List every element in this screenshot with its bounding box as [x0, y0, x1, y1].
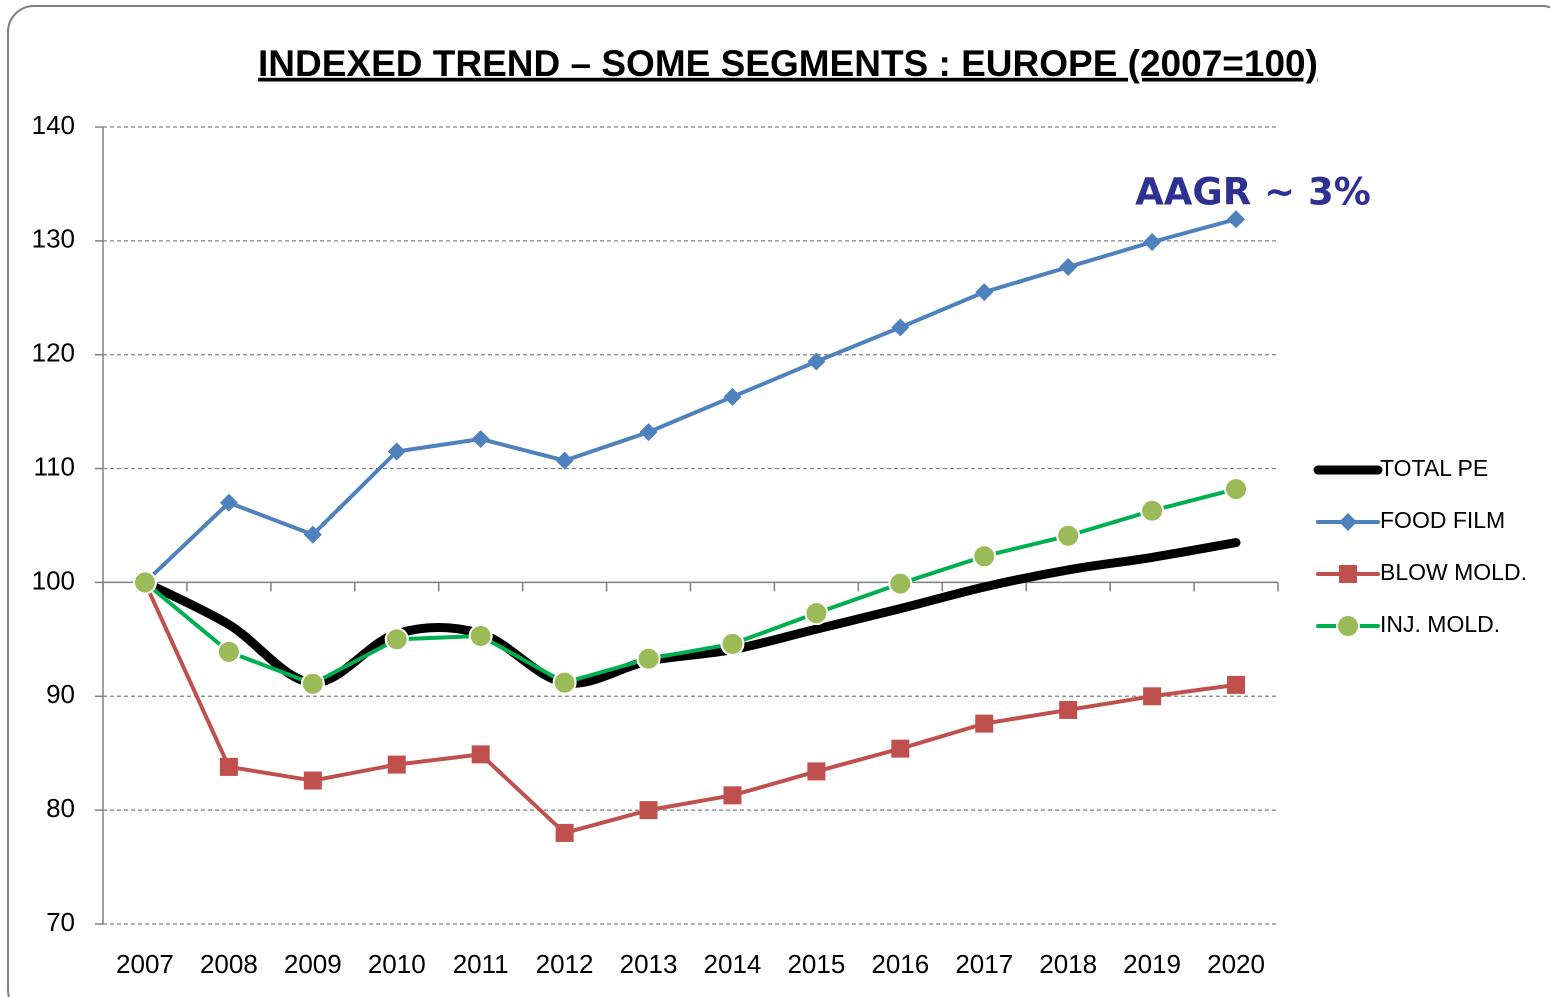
legend-label: TOTAL PE — [1380, 455, 1488, 481]
data-point — [384, 627, 409, 652]
x-tick-label: 2014 — [704, 949, 762, 979]
x-tick-label: 2013 — [620, 949, 678, 979]
x-tick-label: 2019 — [1123, 949, 1181, 979]
data-point — [888, 571, 913, 596]
legend-label: BLOW MOLD. — [1380, 559, 1527, 585]
y-tick-label: 120 — [32, 338, 75, 368]
legend-marker — [1336, 614, 1360, 638]
data-point — [219, 493, 238, 512]
data-point — [723, 387, 742, 406]
legend-label: INJ. MOLD. — [1380, 611, 1500, 637]
x-tick-label: 2011 — [453, 949, 509, 979]
data-point — [303, 525, 322, 544]
y-tick-label: 100 — [32, 565, 75, 595]
x-tick-label: 2016 — [871, 949, 929, 979]
x-tick-label: 2015 — [787, 949, 845, 979]
data-point — [471, 745, 490, 764]
data-point — [300, 671, 325, 696]
series-line — [142, 217, 1239, 585]
data-point — [552, 670, 577, 695]
x-tick-label: 2012 — [536, 949, 594, 979]
y-tick-label: 110 — [34, 451, 75, 481]
y-tick-label: 90 — [46, 679, 75, 709]
data-point — [972, 544, 997, 569]
data-point — [639, 801, 658, 820]
data-point — [804, 601, 829, 626]
data-point — [636, 646, 661, 671]
x-tick-label: 2007 — [116, 949, 174, 979]
data-point — [387, 442, 406, 461]
y-tick-label: 140 — [32, 110, 75, 140]
chart-frame — [7, 5, 1550, 997]
data-point — [1140, 498, 1165, 523]
data-point — [219, 757, 238, 776]
data-point — [807, 762, 826, 781]
series-line — [142, 580, 1239, 835]
data-point — [1143, 232, 1162, 251]
data-point — [639, 423, 658, 442]
data-point — [132, 570, 157, 595]
series-line — [142, 487, 1239, 686]
legend-label: FOOD FILM — [1380, 507, 1505, 533]
x-tick-label: 2017 — [955, 949, 1013, 979]
data-point — [891, 739, 910, 758]
annotation: AAGR ~ 3% — [1135, 171, 1371, 214]
data-point — [468, 623, 493, 648]
data-point — [1224, 477, 1249, 502]
legend-marker — [1339, 565, 1357, 583]
data-point — [891, 318, 910, 337]
x-tick-label: 2020 — [1207, 949, 1265, 979]
data-point — [723, 786, 742, 805]
data-point — [807, 352, 826, 371]
data-point — [555, 823, 574, 842]
data-point — [1227, 675, 1246, 694]
x-tick-label: 2008 — [200, 949, 258, 979]
x-tick-label: 2009 — [284, 949, 342, 979]
legend-marker — [1339, 513, 1357, 531]
data-point — [471, 429, 490, 448]
data-point — [1059, 258, 1078, 277]
x-tick-label: 2010 — [368, 949, 426, 979]
data-point — [1056, 523, 1081, 548]
data-point — [1059, 700, 1078, 719]
data-point — [216, 639, 241, 664]
data-point — [303, 771, 322, 790]
chart-title: INDEXED TREND – SOME SEGMENTS : EUROPE (… — [258, 43, 1318, 84]
y-tick-label: 130 — [32, 224, 75, 254]
data-point — [1227, 210, 1246, 229]
x-tick-label: 2018 — [1039, 949, 1097, 979]
data-point — [387, 755, 406, 774]
data-point — [1143, 687, 1162, 706]
y-tick-label: 80 — [46, 793, 75, 823]
data-point — [975, 714, 994, 733]
data-point — [555, 451, 574, 470]
data-point — [720, 631, 745, 656]
y-tick-label: 70 — [46, 907, 75, 937]
data-point — [975, 283, 994, 302]
